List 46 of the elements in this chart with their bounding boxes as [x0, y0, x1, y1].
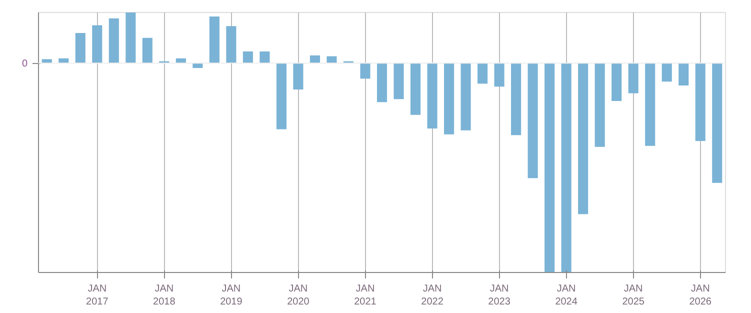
bar [695, 63, 706, 142]
bar [310, 55, 320, 64]
bar [108, 18, 119, 64]
bar [511, 63, 522, 136]
bar [645, 63, 656, 146]
bar [326, 56, 337, 64]
bar [628, 63, 638, 94]
bar [494, 63, 504, 87]
bar [126, 12, 136, 64]
bar [712, 63, 722, 183]
bar [662, 63, 672, 82]
bar [260, 51, 270, 64]
bar [209, 16, 220, 64]
bar [394, 63, 404, 100]
x-tick-label: JAN 2025 [622, 284, 645, 308]
x-tick-label: JAN 2020 [287, 284, 310, 308]
bar [444, 63, 454, 134]
bar [276, 63, 286, 130]
x-tick-label: JAN 2021 [354, 284, 377, 308]
ref-line-label: 0 [22, 58, 28, 70]
bar [92, 25, 102, 64]
x-tick-label: JAN 2018 [153, 284, 176, 308]
bar [293, 63, 304, 90]
bar [376, 63, 388, 102]
bar [410, 63, 421, 115]
bar [460, 63, 471, 130]
x-tick-label: JAN 2019 [220, 284, 243, 308]
bar [544, 63, 555, 272]
x-tick-label: JAN 2023 [488, 284, 511, 308]
bar [561, 63, 572, 272]
x-tick-label: JAN 2026 [689, 284, 712, 308]
x-tick-label: JAN 2017 [86, 284, 109, 308]
bar [478, 63, 488, 84]
bar [427, 63, 438, 128]
bar [594, 63, 605, 147]
x-tick-label: JAN 2022 [421, 284, 444, 308]
bar [142, 38, 152, 64]
bar [612, 63, 622, 102]
bar [75, 33, 86, 64]
bar [226, 26, 236, 64]
bar [578, 63, 588, 214]
bar [360, 63, 370, 79]
bar [678, 63, 689, 86]
x-tick-label: JAN 2024 [555, 284, 578, 308]
bar [528, 63, 538, 178]
bar [242, 51, 253, 64]
